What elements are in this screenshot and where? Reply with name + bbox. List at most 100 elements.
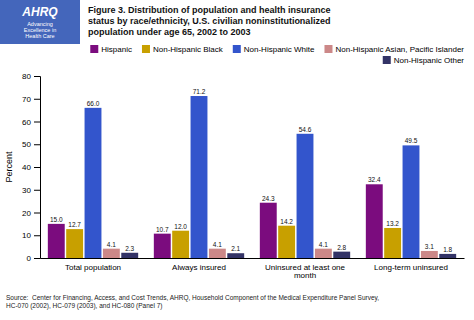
data-label: 2.8 — [337, 244, 346, 251]
legend-label: Non-Hispanic Asian, Pacific Islander — [335, 45, 464, 54]
y-tick: 70 — [22, 95, 40, 104]
data-label: 2.1 — [231, 245, 240, 252]
y-tick: 20 — [22, 209, 40, 218]
y-tick-mark — [34, 144, 40, 145]
y-tick: 10 — [22, 231, 40, 240]
bar — [260, 203, 277, 258]
series — [66, 226, 401, 258]
text-line: Always insured — [172, 263, 226, 272]
y-tick-mark — [34, 235, 40, 236]
logo-subtext: AdvancingExcellence inHealth Care — [24, 21, 56, 39]
bar — [209, 249, 226, 258]
text-line: AHRQ — [21, 5, 58, 19]
data-label: 54.6 — [299, 126, 312, 133]
y-tick-mark — [34, 213, 40, 214]
y-tick-label: 40 — [22, 163, 31, 172]
x-tick-label: Long-term uninsured — [374, 263, 448, 272]
y-tick-mark — [34, 99, 40, 100]
text-line: population under age 65, 2002 to 2003 — [88, 27, 251, 37]
series — [85, 96, 420, 258]
text-line: status by race/ethnicity, U.S. civilian … — [88, 16, 330, 26]
bar — [227, 253, 244, 258]
bar — [278, 226, 295, 258]
chart: AHRQ AdvancingExcellence inHealth Care Fig… — [0, 0, 474, 320]
legend-item: Non-Hispanic Black — [142, 45, 224, 54]
y-tick-label: 30 — [22, 186, 31, 195]
data-label: 66.0 — [87, 100, 100, 107]
data-label: 24.3 — [262, 195, 275, 202]
y-tick: 0 — [27, 254, 40, 263]
y-tick: 40 — [22, 163, 40, 172]
y-tick-label: 70 — [22, 95, 31, 104]
y-tick: 80 — [22, 72, 40, 81]
data-label: 12.7 — [68, 221, 81, 228]
bars — [48, 96, 456, 258]
legend-item: Hispanic — [90, 45, 132, 54]
x-tick-label: Uninsured at least onemonth — [265, 263, 346, 281]
y-axis-line — [34, 77, 41, 259]
x-axis: Total population Always insured Uninsured … — [41, 258, 465, 280]
y-tick-mark — [34, 258, 40, 259]
data-label: 1.8 — [443, 246, 452, 253]
y-axis-title: Percent — [4, 151, 14, 183]
source: Source: Center for Financing, Access, an… — [6, 294, 379, 310]
data-label: 49.5 — [405, 137, 418, 144]
text-line: Figure 3. Distribution of population and… — [88, 5, 331, 15]
legend-swatch — [142, 45, 150, 53]
legend-label: Non-Hispanic Other — [394, 56, 465, 65]
y-axis: 01020304050607080 — [22, 72, 40, 263]
data-label: 3.1 — [425, 243, 434, 250]
data-label: 15.0 — [50, 216, 63, 223]
y-tick-label: 20 — [22, 209, 31, 218]
text-line: HC-070 (2002), HC-079 (2003), and HC-080… — [6, 302, 162, 310]
y-tick-mark — [34, 122, 40, 123]
y-tick-label: 0 — [27, 254, 32, 263]
x-tick: Total population — [65, 258, 121, 272]
legend-swatch — [324, 45, 332, 53]
legend: HispanicNon-Hispanic BlackNon-Hispanic W… — [90, 45, 464, 65]
bar — [103, 249, 120, 258]
text-line: Total population — [65, 263, 121, 272]
bar — [121, 253, 138, 258]
series — [121, 252, 456, 258]
x-tick: Uninsured at least onemonth — [265, 258, 346, 280]
logo-text: AHRQ — [21, 5, 58, 19]
y-tick-label: 10 — [22, 231, 31, 240]
bar — [439, 254, 456, 258]
legend-label: Hispanic — [101, 45, 132, 54]
title: Figure 3. Distribution of population and… — [88, 5, 331, 37]
text-line: month — [294, 271, 316, 280]
text-line: Source: Center for Financing, Access, an… — [6, 294, 379, 302]
x-tick: Long-term uninsured — [374, 258, 448, 272]
data-label: 4.1 — [213, 241, 222, 248]
bar — [297, 134, 314, 258]
legend-swatch — [233, 45, 241, 53]
text-line: Health Care — [25, 33, 54, 39]
legend-item: Non-Hispanic Other — [383, 56, 465, 65]
bar — [172, 231, 189, 258]
bar — [366, 184, 383, 258]
plot: 01020304050607080Total populationAlways … — [4, 72, 465, 280]
series — [103, 249, 438, 258]
legend-label: Non-Hispanic Black — [153, 45, 224, 54]
legend-item: Non-Hispanic Asian, Pacific Islander — [324, 45, 464, 54]
y-tick-mark — [34, 190, 40, 191]
text-line: Excellence in — [24, 27, 56, 33]
y-tick: 60 — [22, 118, 40, 127]
bar — [333, 252, 350, 258]
data-label: 14.2 — [280, 218, 293, 225]
x-tick-label: Total population — [65, 263, 121, 272]
y-tick: 30 — [22, 186, 40, 195]
data-label: 4.1 — [107, 241, 116, 248]
text-line: Long-term uninsured — [374, 263, 448, 272]
logo-background — [0, 0, 80, 44]
x-axis-line — [41, 258, 465, 259]
data-label: 12.0 — [174, 223, 187, 230]
data-label: 10.7 — [156, 226, 169, 233]
data-label: 4.1 — [319, 241, 328, 248]
data-label: 2.3 — [125, 245, 134, 252]
legend-swatch — [90, 45, 98, 53]
data-label: 32.4 — [368, 176, 381, 183]
y-tick-label: 80 — [22, 72, 31, 81]
bar — [403, 145, 420, 258]
